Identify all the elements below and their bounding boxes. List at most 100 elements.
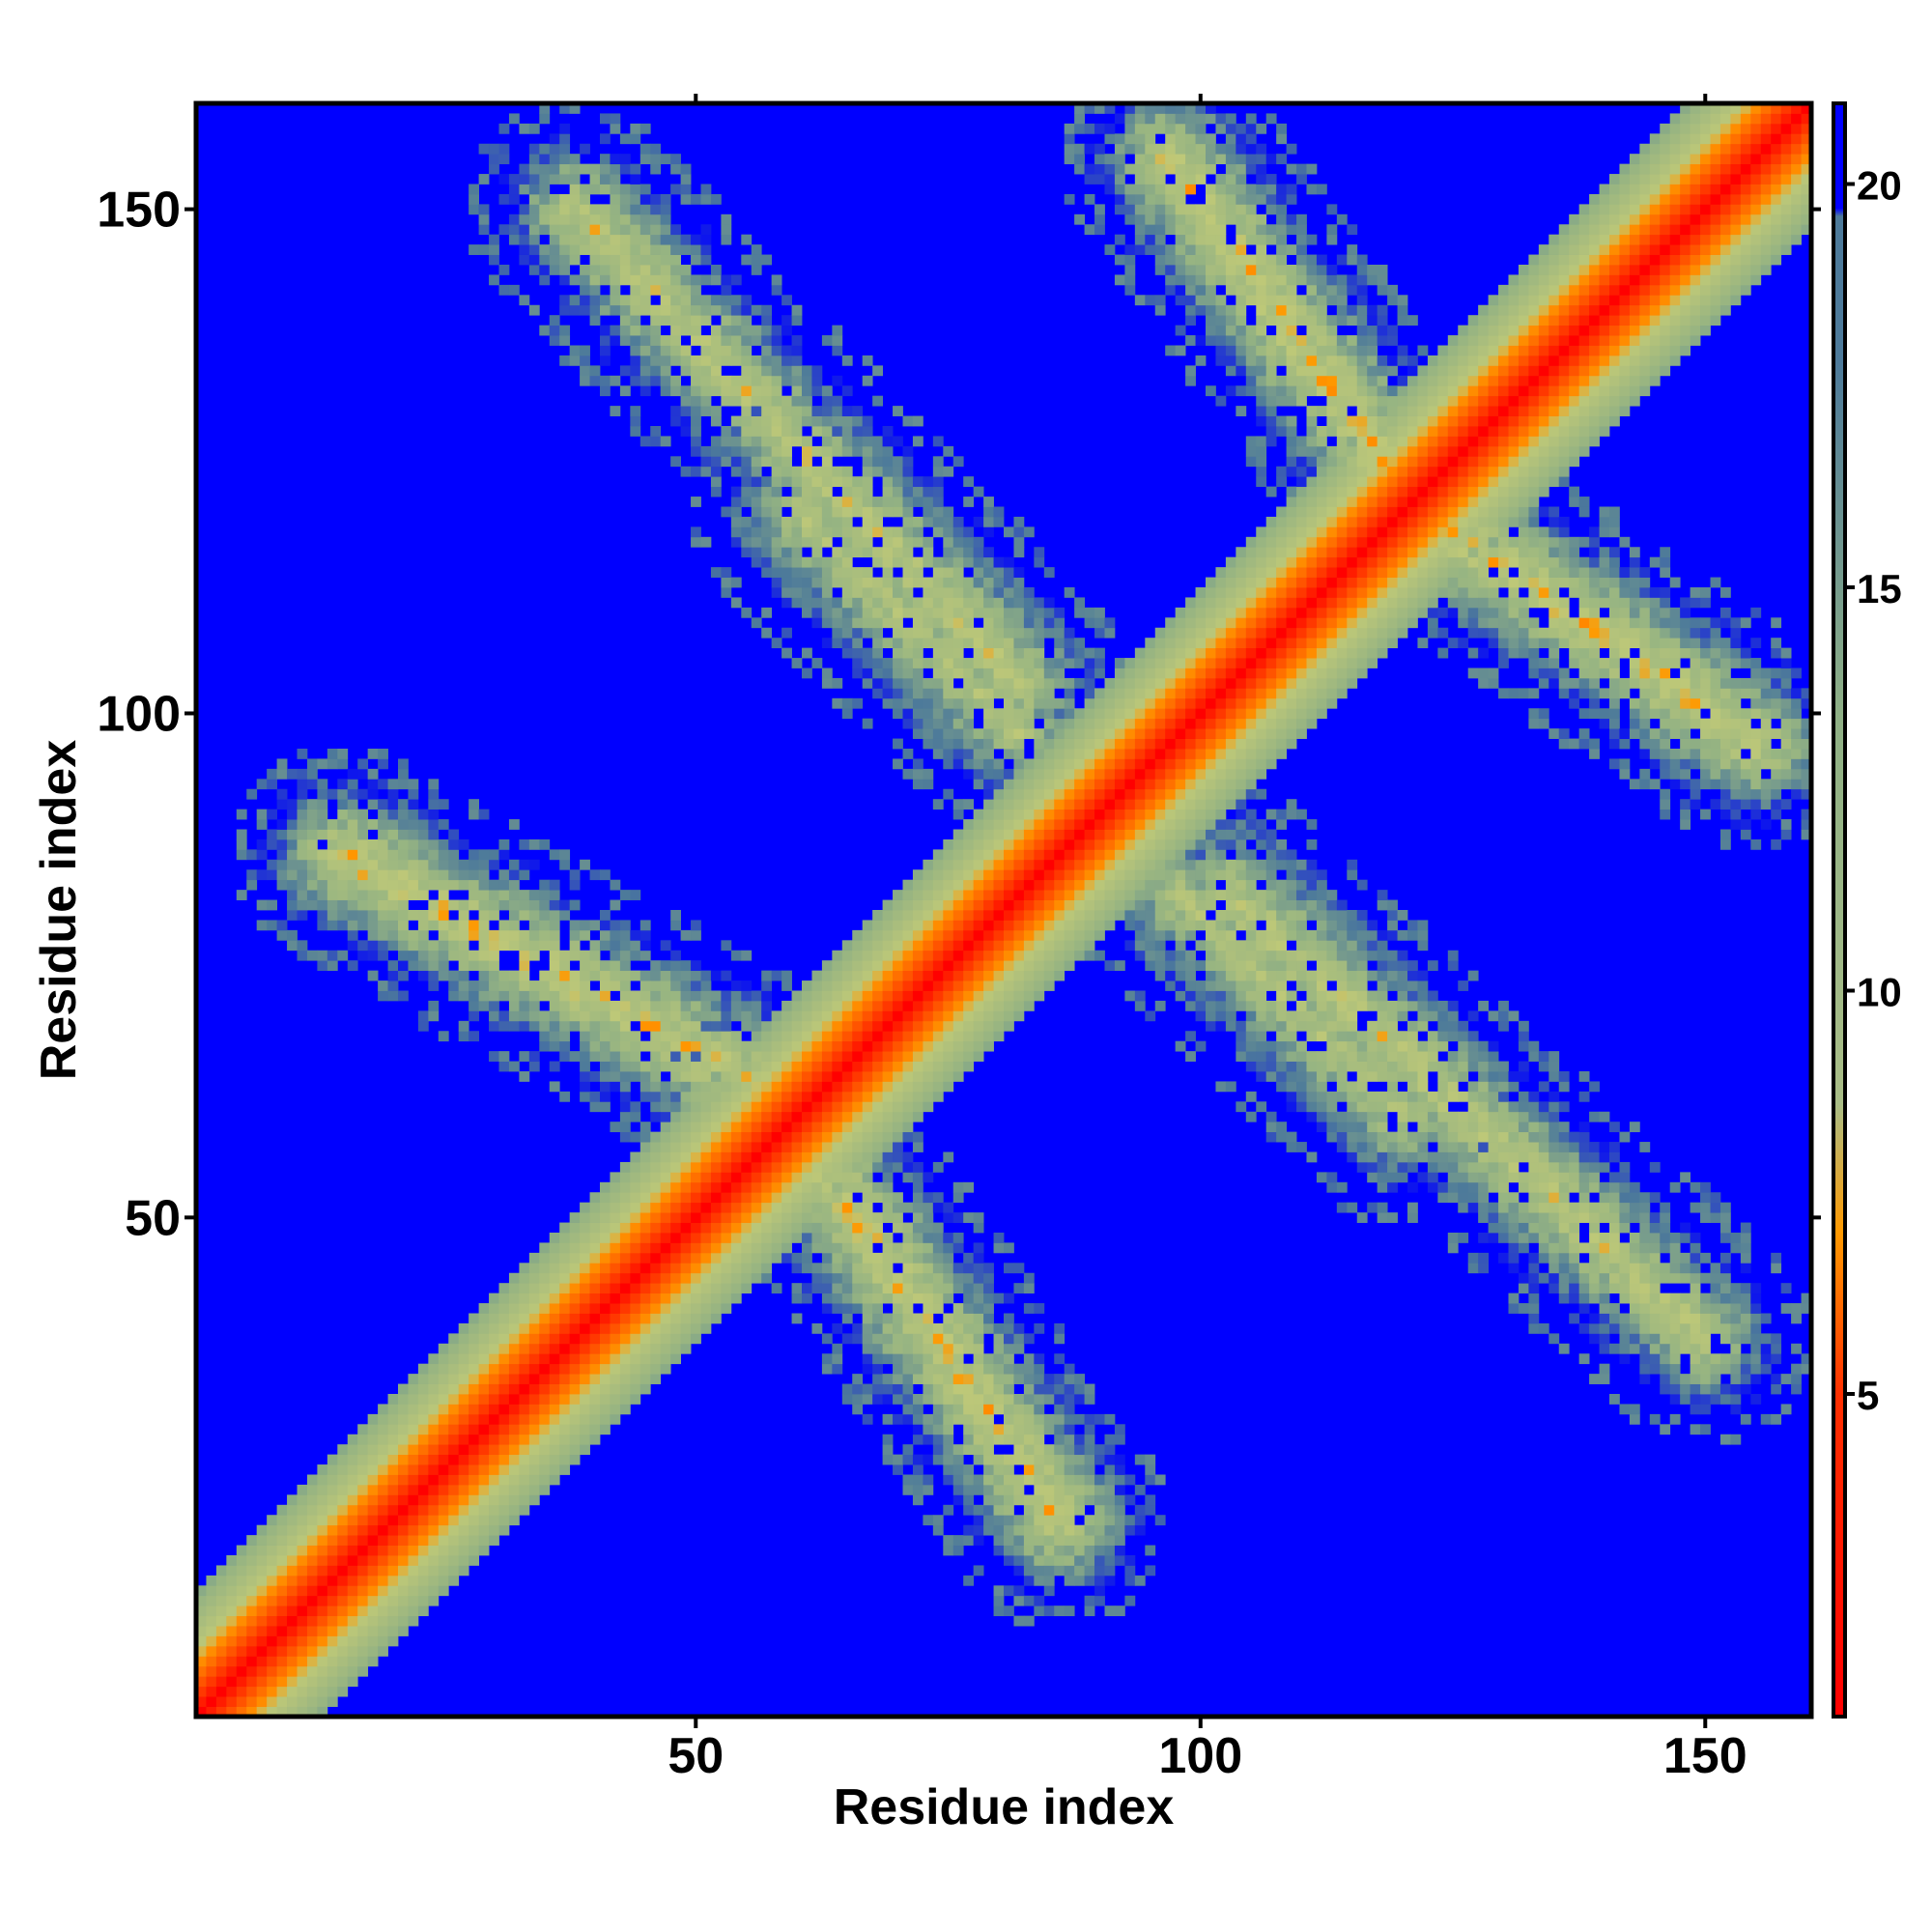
heatmap-cell bbox=[357, 830, 368, 840]
heatmap-cell bbox=[893, 698, 903, 709]
heatmap-cell bbox=[1085, 1464, 1095, 1475]
heatmap-cell bbox=[983, 920, 994, 930]
heatmap-cell bbox=[883, 1162, 894, 1173]
heatmap-cell bbox=[1065, 1464, 1075, 1475]
heatmap-cell bbox=[983, 1021, 994, 1032]
heatmap-cell bbox=[479, 1001, 490, 1011]
heatmap-cell bbox=[267, 1626, 277, 1636]
heatmap-cell bbox=[368, 940, 379, 951]
heatmap-cell bbox=[327, 839, 338, 850]
heatmap-cell bbox=[1024, 1394, 1035, 1405]
heatmap-cell bbox=[630, 1314, 640, 1324]
heatmap-cell bbox=[1065, 1394, 1075, 1405]
heatmap-cell bbox=[1054, 769, 1065, 780]
heatmap-cell bbox=[983, 980, 994, 991]
heatmap-cell bbox=[963, 1344, 974, 1354]
heatmap-cell bbox=[1054, 910, 1065, 921]
heatmap-cell bbox=[630, 1303, 640, 1314]
heatmap-cell bbox=[287, 1525, 298, 1536]
heatmap-cell bbox=[1054, 708, 1065, 719]
heatmap-cell bbox=[1074, 1435, 1085, 1445]
heatmap-cell bbox=[863, 1021, 873, 1032]
heatmap-cell bbox=[802, 385, 812, 396]
heatmap-cell bbox=[772, 326, 782, 336]
heatmap-cell bbox=[781, 1081, 792, 1092]
heatmap-cell bbox=[923, 547, 933, 557]
heatmap-cell bbox=[1004, 971, 1014, 981]
heatmap-cell bbox=[842, 1303, 853, 1314]
heatmap-cell bbox=[913, 1475, 923, 1486]
heatmap-cell bbox=[479, 144, 490, 155]
heatmap-cell bbox=[529, 1475, 540, 1486]
heatmap-cell bbox=[600, 376, 611, 386]
heatmap-cell bbox=[509, 214, 520, 225]
heatmap-cell bbox=[428, 1404, 439, 1414]
heatmap-cell bbox=[933, 1162, 944, 1173]
heatmap-cell bbox=[237, 1687, 247, 1697]
heatmap-cell bbox=[408, 890, 418, 900]
heatmap-cell bbox=[983, 1485, 994, 1495]
heatmap-cell bbox=[661, 436, 671, 446]
heatmap-cell bbox=[509, 1374, 520, 1384]
heatmap-cell bbox=[923, 658, 933, 668]
heatmap-cell bbox=[681, 1314, 692, 1324]
heatmap-cell bbox=[752, 426, 762, 437]
heatmap-cell bbox=[661, 295, 671, 305]
heatmap-cell bbox=[903, 1242, 914, 1253]
heatmap-cell bbox=[883, 980, 894, 991]
heatmap-cell bbox=[832, 1233, 842, 1243]
heatmap-cell bbox=[863, 1293, 873, 1304]
heatmap-cell bbox=[1034, 557, 1044, 568]
heatmap-cell bbox=[842, 1142, 853, 1152]
heatmap-cell bbox=[550, 214, 560, 225]
heatmap-cell bbox=[811, 385, 822, 396]
heatmap-cell bbox=[1065, 789, 1075, 800]
heatmap-cell bbox=[994, 507, 1005, 518]
heatmap-cell bbox=[519, 1263, 529, 1273]
heatmap-cell bbox=[691, 1253, 701, 1264]
heatmap-cell bbox=[802, 557, 812, 568]
heatmap-cell bbox=[1094, 810, 1105, 820]
heatmap-cell bbox=[1013, 1515, 1024, 1525]
heatmap-cell bbox=[863, 1223, 873, 1234]
heatmap-cell bbox=[711, 1031, 722, 1041]
heatmap-cell bbox=[822, 507, 833, 518]
heatmap-cell bbox=[1004, 819, 1014, 830]
heatmap-cell bbox=[277, 1626, 288, 1636]
heatmap-cell bbox=[1013, 547, 1024, 557]
heatmap-cell bbox=[590, 376, 601, 386]
heatmap-cell bbox=[337, 830, 348, 840]
heatmap-cell bbox=[398, 1485, 409, 1495]
heatmap-cell bbox=[963, 1333, 974, 1344]
heatmap-cell bbox=[974, 1404, 984, 1414]
heatmap-cell bbox=[1074, 880, 1085, 891]
heatmap-cell bbox=[842, 517, 853, 527]
heatmap-cell bbox=[459, 900, 469, 911]
heatmap-cell bbox=[863, 578, 873, 588]
heatmap-cell bbox=[963, 1293, 974, 1304]
heatmap-cell bbox=[1065, 1424, 1075, 1435]
heatmap-cell bbox=[741, 426, 752, 437]
heatmap-cell bbox=[640, 335, 651, 346]
heatmap-cell bbox=[580, 1242, 590, 1253]
heatmap-cell bbox=[691, 194, 701, 205]
heatmap-cell bbox=[519, 124, 529, 134]
heatmap-cell bbox=[620, 1162, 631, 1173]
heatmap-cell bbox=[499, 869, 510, 880]
heatmap-cell bbox=[863, 1152, 873, 1163]
heatmap-cell bbox=[1024, 769, 1035, 780]
heatmap-cell bbox=[822, 1152, 833, 1163]
heatmap-cell bbox=[670, 1344, 681, 1354]
heatmap-cell bbox=[811, 547, 822, 557]
heatmap-cell bbox=[661, 1101, 671, 1112]
heatmap-cell bbox=[913, 1293, 923, 1304]
heatmap-cell bbox=[913, 1081, 923, 1092]
heatmap-cell bbox=[550, 1233, 560, 1243]
heatmap-cell bbox=[994, 617, 1005, 628]
heatmap-cell bbox=[994, 1546, 1005, 1556]
heatmap-cell bbox=[630, 406, 640, 416]
heatmap-cell bbox=[317, 1585, 327, 1596]
heatmap-cell bbox=[559, 1374, 570, 1384]
heatmap-cell bbox=[1013, 608, 1024, 618]
heatmap-cell bbox=[448, 1374, 459, 1384]
